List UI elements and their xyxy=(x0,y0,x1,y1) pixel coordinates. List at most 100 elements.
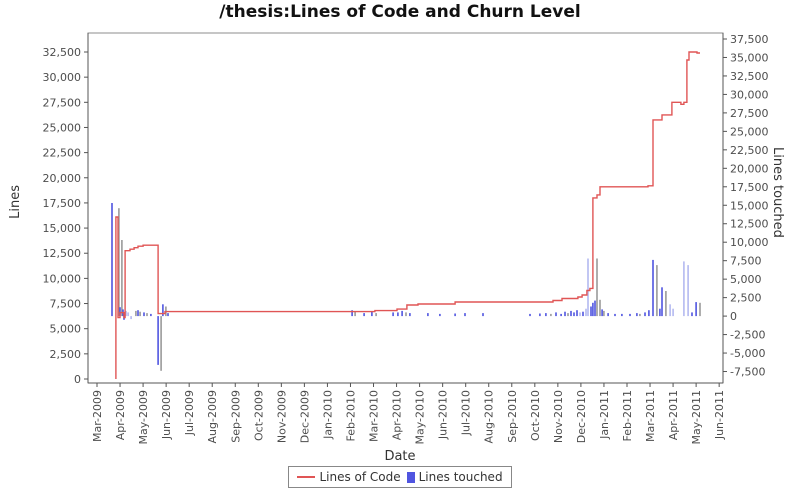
churn-bar xyxy=(576,310,578,317)
svg-text:Jun-2009: Jun-2009 xyxy=(160,390,173,440)
lines-of-code-line xyxy=(115,51,700,379)
churn-bar xyxy=(160,316,162,371)
churn-bar xyxy=(482,313,484,317)
churn-bar xyxy=(127,312,129,317)
churn-bar xyxy=(639,313,641,317)
svg-text:Nov-2010: Nov-2010 xyxy=(552,390,565,443)
svg-text:Dec-2010: Dec-2010 xyxy=(575,390,588,443)
svg-text:Sep-2010: Sep-2010 xyxy=(506,390,519,443)
svg-text:0: 0 xyxy=(730,310,737,323)
svg-text:-7,500: -7,500 xyxy=(730,366,765,379)
churn-bar xyxy=(125,310,127,317)
churn-bar xyxy=(659,308,661,317)
churn-bar xyxy=(157,316,159,365)
svg-text:Jun-2011: Jun-2011 xyxy=(713,390,726,440)
svg-text:27,500: 27,500 xyxy=(43,96,82,109)
churn-bar xyxy=(427,313,429,317)
churn-bar xyxy=(130,316,132,320)
churn-bar xyxy=(607,313,609,317)
svg-text:10,000: 10,000 xyxy=(43,272,82,285)
svg-text:7,500: 7,500 xyxy=(730,255,762,268)
svg-text:0: 0 xyxy=(74,373,81,386)
svg-text:17,500: 17,500 xyxy=(730,181,769,194)
svg-text:22,500: 22,500 xyxy=(43,147,82,160)
svg-text:Oct-2010: Oct-2010 xyxy=(529,390,542,441)
svg-text:30,000: 30,000 xyxy=(730,88,769,101)
churn-bar xyxy=(596,258,598,317)
churn-bar xyxy=(665,291,667,317)
churn-bar xyxy=(590,306,592,317)
svg-text:Apr-2009: Apr-2009 xyxy=(114,390,127,440)
churn-bar xyxy=(594,300,596,317)
svg-text:Feb-2011: Feb-2011 xyxy=(621,390,634,441)
svg-text:Feb-2010: Feb-2010 xyxy=(344,390,357,441)
churn-bar xyxy=(599,299,601,317)
legend-box: Lines of Code Lines touched xyxy=(288,466,512,488)
churn-bar xyxy=(354,311,356,317)
churn-bar xyxy=(409,313,411,317)
svg-text:25,000: 25,000 xyxy=(730,125,769,138)
svg-text:Aug-2009: Aug-2009 xyxy=(206,390,219,443)
svg-text:22,500: 22,500 xyxy=(730,144,769,157)
svg-text:Apr-2010: Apr-2010 xyxy=(391,390,404,440)
svg-text:May-2010: May-2010 xyxy=(414,390,427,445)
churn-bar xyxy=(699,302,701,317)
churn-bar xyxy=(683,261,685,317)
churn-bar xyxy=(397,312,399,317)
svg-text:Jul-2010: Jul-2010 xyxy=(460,390,473,436)
churn-bar xyxy=(545,313,547,317)
svg-text:Sep-2009: Sep-2009 xyxy=(229,390,242,443)
legend-label: Lines touched xyxy=(418,470,503,484)
blue-box-swatch-icon xyxy=(406,471,415,483)
churn-bar xyxy=(592,302,594,317)
svg-text:32,500: 32,500 xyxy=(43,46,82,59)
svg-text:Oct-2009: Oct-2009 xyxy=(252,390,265,441)
svg-text:32,500: 32,500 xyxy=(730,70,769,83)
churn-bar xyxy=(555,312,557,317)
churn-bar xyxy=(550,313,552,317)
svg-text:7,500: 7,500 xyxy=(50,298,82,311)
churn-bar xyxy=(121,240,123,317)
svg-text:35,000: 35,000 xyxy=(730,51,769,64)
axis-lines xyxy=(87,33,724,384)
churn-bar xyxy=(139,311,141,317)
churn-bar xyxy=(539,313,541,317)
churn-bar xyxy=(621,313,623,317)
svg-text:Mar-2009: Mar-2009 xyxy=(91,390,104,442)
legend-label: Lines of Code xyxy=(319,470,401,484)
svg-text:5,000: 5,000 xyxy=(730,273,762,286)
churn-bar xyxy=(146,313,148,317)
churn-bar xyxy=(454,313,456,317)
churn-bar xyxy=(585,308,587,317)
svg-text:30,000: 30,000 xyxy=(43,71,82,84)
churn-bar xyxy=(656,265,658,317)
churn-bar xyxy=(644,312,646,317)
churn-bar xyxy=(118,208,120,317)
svg-text:25,000: 25,000 xyxy=(43,121,82,134)
churn-bar xyxy=(439,313,441,317)
svg-text:-2,500: -2,500 xyxy=(730,329,765,342)
churn-bar xyxy=(137,310,139,317)
churn-bar xyxy=(464,313,466,317)
churn-bar xyxy=(401,310,403,317)
churn-bar xyxy=(582,311,584,317)
svg-text:12,500: 12,500 xyxy=(730,218,769,231)
churn-bar xyxy=(587,258,589,317)
svg-text:Jan-2011: Jan-2011 xyxy=(598,390,611,440)
svg-text:15,000: 15,000 xyxy=(730,199,769,212)
churn-bar xyxy=(111,203,113,317)
churn-bar xyxy=(392,312,394,317)
svg-text:12,500: 12,500 xyxy=(43,247,82,260)
churn-bar xyxy=(579,312,581,317)
right-axis-ticks: -7,500 -5,000 -2,500 0 2,500 5,000 7,500 10,000… xyxy=(723,33,769,379)
churn-bar xyxy=(143,312,145,317)
churn-bar xyxy=(560,313,562,317)
x-axis-title: Date xyxy=(384,449,416,464)
svg-text:Nov-2009: Nov-2009 xyxy=(275,390,288,443)
svg-text:2,500: 2,500 xyxy=(50,348,82,361)
svg-text:May-2011: May-2011 xyxy=(690,390,703,445)
churn-bar xyxy=(375,313,377,317)
svg-text:10,000: 10,000 xyxy=(730,236,769,249)
churn-bar xyxy=(695,302,697,317)
